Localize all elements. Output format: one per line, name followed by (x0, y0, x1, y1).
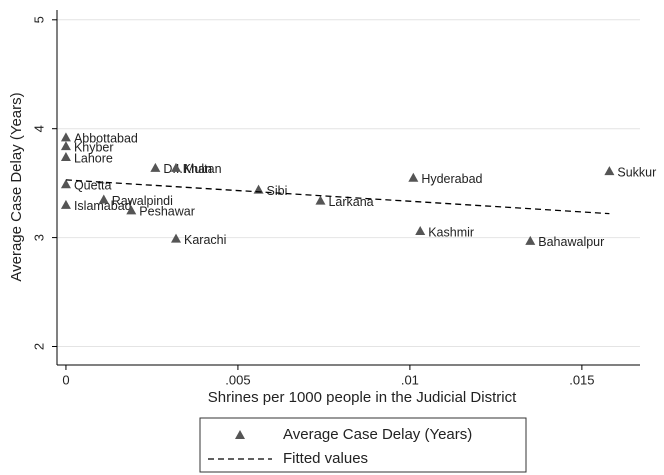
point-label: Peshawar (139, 205, 195, 219)
point-label: Islamabad (74, 199, 132, 213)
point-label: Multan (184, 162, 222, 176)
point (525, 235, 536, 245)
point (60, 179, 71, 189)
y-tick-label: 3 (31, 234, 46, 241)
point-label: Kashmir (428, 225, 474, 239)
point-label: Sibi (267, 184, 288, 198)
x-tick-label: 0 (62, 372, 69, 387)
point-label: Abbottabad (74, 132, 138, 146)
x-tick-label: .01 (401, 372, 419, 387)
point-label: Larkana (328, 195, 373, 209)
point (408, 172, 419, 182)
legend-marker (235, 430, 245, 439)
point-label: Rawalpindi (112, 194, 173, 208)
point (604, 166, 615, 176)
fitted-line (65, 179, 610, 215)
point-label: Lahore (74, 151, 113, 165)
point-label: Khyber (74, 140, 114, 154)
point-label: Bahawalpur (538, 235, 604, 249)
point-label: Quetta (74, 179, 112, 193)
point (415, 226, 426, 236)
y-axis-title: Average Case Delay (Years) (8, 92, 25, 281)
point (171, 233, 182, 243)
y-tick-label: 5 (31, 16, 46, 23)
point (171, 162, 182, 172)
point (98, 194, 109, 204)
point (60, 132, 71, 142)
point-label: Sukkur (617, 165, 656, 179)
x-tick-label: .005 (225, 372, 250, 387)
legend-label: Fitted values (283, 450, 368, 467)
point (60, 152, 71, 162)
point (126, 205, 137, 215)
x-axis-title: Shrines per 1000 people in the Judicial … (208, 389, 517, 406)
point-label: Karachi (184, 233, 226, 247)
y-tick-label: 4 (31, 125, 46, 132)
legend-label: Average Case Delay (Years) (283, 426, 472, 443)
point (60, 141, 71, 151)
legend-box (199, 417, 527, 473)
point (315, 195, 326, 205)
point (60, 199, 71, 209)
point-label: Hyderabad (421, 172, 482, 186)
y-tick-label: 2 (31, 343, 46, 350)
x-tick-label: .015 (569, 372, 594, 387)
point (150, 162, 161, 172)
